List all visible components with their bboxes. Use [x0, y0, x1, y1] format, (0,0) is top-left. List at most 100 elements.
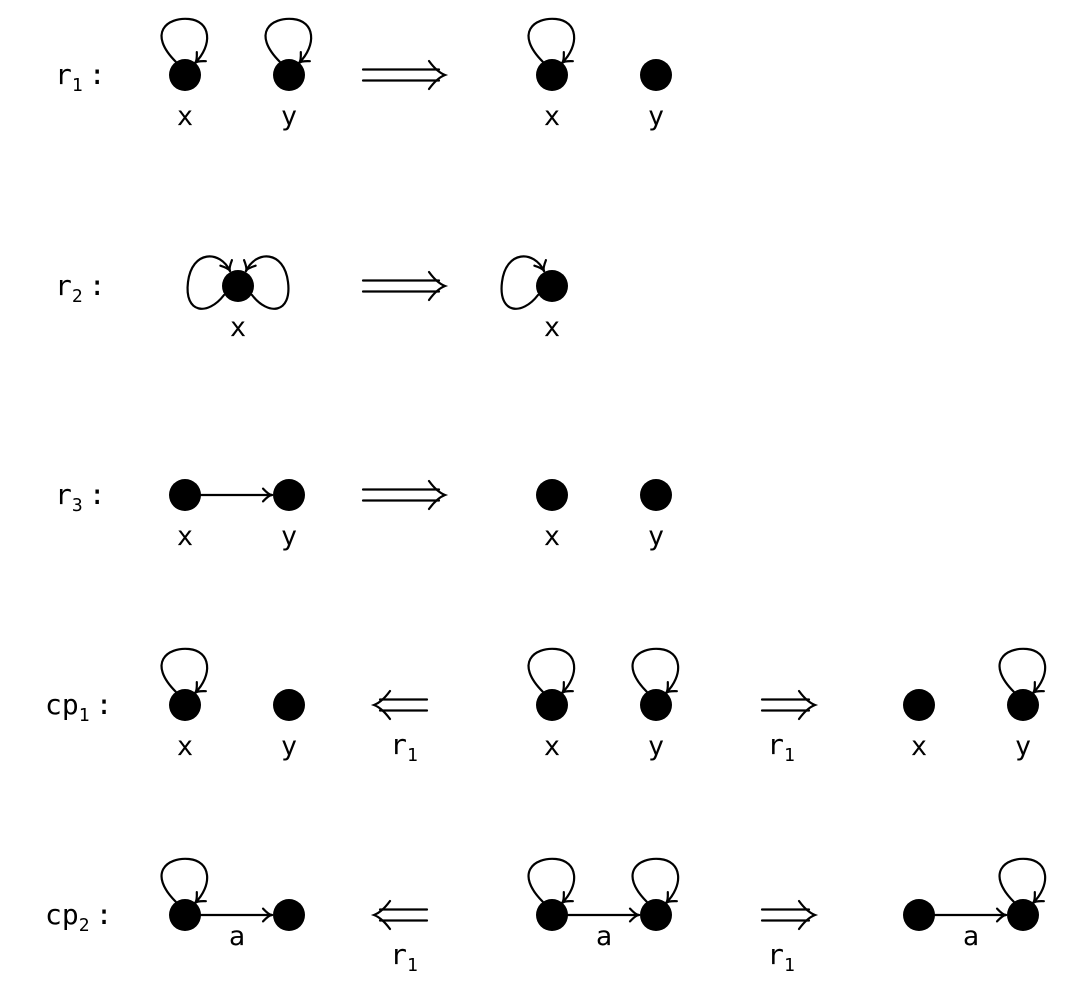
cp1-right-node-x	[903, 689, 935, 721]
r3-rewrite-arrow	[361, 479, 449, 511]
cp2-right-arrow-rule-subscript: 1	[784, 955, 795, 976]
r3-row-label-base: r	[55, 478, 72, 511]
r2-rewrite-arrow	[361, 270, 449, 302]
r3-rewrite-arrow-head	[427, 479, 449, 511]
cp2-middle-edge-x-y-label: a	[596, 921, 612, 952]
cp1-middle-node-label-x: x	[544, 731, 560, 762]
r2-rhs-graph: x	[500, 255, 568, 343]
cp1-left-arrow-rule: r1	[390, 728, 418, 766]
r3-rhs-node-y	[640, 479, 672, 511]
r2-row-label-colon: :	[89, 269, 106, 302]
cp1-right-loop-y-top	[998, 647, 1047, 695]
cp1-middle-node-y	[640, 689, 672, 721]
cp1-left-arrow-rule-base: r	[390, 728, 407, 761]
cp2-left-edge-x-y-label: a	[229, 921, 245, 952]
cp2-middle-loop-y-top	[631, 857, 680, 905]
r1-rhs-loop-x-top	[527, 17, 576, 65]
r3-lhs-node-label-x: x	[177, 521, 193, 552]
r3-lhs-node-y	[273, 479, 305, 511]
r1-lhs-node-label-x: x	[177, 101, 193, 132]
cp2-middle-edge-x-y-head	[628, 907, 641, 923]
r3-row-label: r3:	[55, 478, 106, 516]
r3-rhs-node-label-x: x	[544, 521, 560, 552]
r2-rhs-node-label-x: x	[544, 312, 560, 343]
cp2-right-graph: a	[903, 857, 1047, 952]
r3-lhs-node-x	[169, 479, 201, 511]
cp1-row-label: cp1:	[45, 688, 112, 726]
r3-rhs-node-x	[536, 479, 568, 511]
cp1-left-node-label-x: x	[177, 731, 193, 762]
cp2-right-arrow	[760, 899, 819, 931]
r2-rhs-loop-x-left-head	[533, 259, 548, 273]
cp1-left-loop-x-top	[160, 647, 209, 695]
r2-rhs-loop-x-left	[500, 255, 546, 310]
cp1-left-arrow-rule-subscript: 1	[407, 745, 418, 766]
cp1-right-arrow-rule-base: r	[767, 728, 784, 761]
cp1-middle-node-x	[536, 689, 568, 721]
r2-rhs-node-x	[536, 270, 568, 302]
cp1-left-node-x	[169, 689, 201, 721]
cp1-middle-loop-x-top	[527, 647, 576, 695]
cp1-left-node-label-y: y	[281, 731, 297, 762]
r1-rhs-node-label-x: x	[544, 101, 560, 132]
cp2-left-graph: a	[160, 857, 305, 952]
r1-lhs-loop-x-top	[160, 17, 209, 65]
r1-row-label-subscript: 1	[72, 75, 83, 96]
cp2-left-arrow-rule-subscript: 1	[407, 955, 418, 976]
cp2-left-node-y	[273, 899, 305, 931]
r2-lhs-loop-x-left-head	[219, 259, 234, 273]
cp2-right-arrow-head	[797, 899, 819, 931]
r3-row-label-subscript: 3	[72, 495, 83, 516]
cp2-right-edge-x-y-label: a	[963, 921, 979, 952]
r2-rewrite-arrow-head	[427, 270, 449, 302]
cp1-left-arrow	[370, 689, 429, 721]
cp1-row-label-subscript: 1	[79, 705, 90, 726]
r1-row-label-colon: :	[89, 58, 106, 91]
r1-lhs-node-y	[273, 59, 305, 91]
r3-lhs-edge-x-y-head	[261, 487, 274, 503]
r3-lhs-node-label-y: y	[281, 521, 297, 552]
cp2-row-label-base: cp	[45, 898, 79, 931]
cp1-right-arrow-rule: r1	[767, 728, 795, 766]
cp1-left-arrow-head	[370, 689, 392, 721]
cp2-middle-graph: a	[527, 857, 680, 952]
r2-lhs-loop-x-right	[244, 255, 290, 310]
r1-row-label: r1:	[55, 58, 106, 96]
r2-row-label-base: r	[55, 269, 72, 302]
cp2-left-loop-x-top	[160, 857, 209, 905]
cp1-middle-node-label-y: y	[648, 731, 664, 762]
cp2-right-edge-x-y-head	[995, 907, 1008, 923]
cp1-right-arrow-rule-subscript: 1	[784, 745, 795, 766]
cp1-row-label-colon: :	[96, 688, 113, 721]
r2-row-label-subscript: 2	[72, 286, 83, 307]
r1-rhs-node-label-y: y	[648, 101, 664, 132]
cp1-right-node-label-x: x	[911, 731, 927, 762]
cp2-middle-node-y	[640, 899, 672, 931]
cp2-right-arrow-rule-base: r	[767, 938, 784, 971]
cp1-left-node-y	[273, 689, 305, 721]
r1-lhs-node-label-y: y	[281, 101, 297, 132]
cp2-right-node-x	[903, 899, 935, 931]
cp1-right-arrow	[760, 689, 819, 721]
r1-lhs-loop-y-top	[264, 17, 313, 65]
r1-rhs-node-x	[536, 59, 568, 91]
r1-lhs-node-x	[169, 59, 201, 91]
cp2-middle-node-x	[536, 899, 568, 931]
r3-row-label-colon: :	[89, 478, 106, 511]
cp2-left-arrow-rule: r1	[390, 938, 418, 976]
r2-lhs-node-x	[222, 270, 254, 302]
cp2-left-arrow	[370, 899, 429, 931]
cp2-left-edge-x-y-head	[261, 907, 274, 923]
cp1-row-label-base: cp	[45, 688, 79, 721]
cp1-middle-loop-y-top	[631, 647, 680, 695]
cp2-row-label-subscript: 2	[79, 915, 90, 936]
r2-row-label: r2:	[55, 269, 106, 307]
